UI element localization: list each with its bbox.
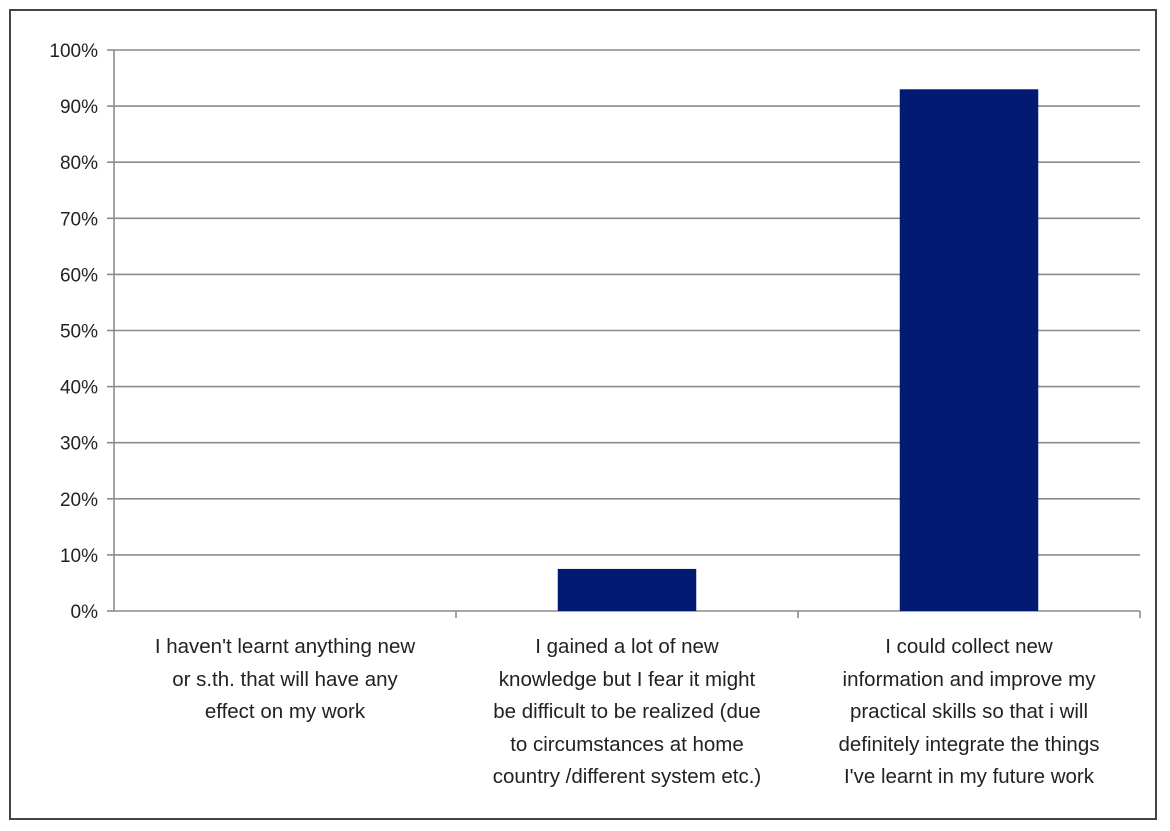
x-category-label-line: effect on my work	[204, 700, 366, 723]
x-category-label-line: I could collect new	[885, 635, 1053, 658]
y-tick-label: 80%	[60, 153, 98, 174]
x-category-label-line: knowledge but I fear it might	[498, 667, 756, 691]
x-category-label-line: information and improve my	[842, 667, 1096, 691]
y-tick-label: 0%	[71, 602, 99, 623]
x-category-label: I haven't learnt anything new or s.th. th…	[114, 631, 456, 729]
x-category-label-line: country /different system etc.)	[492, 765, 762, 788]
y-tick-label: 70%	[60, 209, 98, 230]
x-category-label-line: or s.th. that will have any	[172, 667, 398, 691]
bar	[899, 89, 1039, 611]
y-tick-label: 100%	[49, 41, 98, 62]
y-tick-label: 50%	[60, 322, 98, 343]
x-category-label-line: I gained a lot of new	[535, 635, 719, 658]
y-tick-label: 30%	[60, 434, 98, 455]
y-tick-label: 90%	[60, 97, 98, 118]
x-category-label: I gained a lot of new knowledge but I fea…	[456, 631, 798, 794]
x-category-label: I could collect new information and impro…	[798, 631, 1140, 794]
y-tick-label: 60%	[60, 265, 98, 286]
x-category-label-line: I've learnt in my future work	[843, 765, 1094, 788]
y-tick-label: 40%	[60, 378, 98, 399]
y-tick-label: 20%	[60, 490, 98, 511]
x-category-label-line: be difficult to be realized (due	[493, 700, 761, 723]
x-category-label-line: practical skills so that i will	[849, 700, 1089, 723]
x-category-label-line: to circumstances at home	[510, 732, 744, 756]
x-category-label-line: I haven't learnt anything new	[154, 635, 416, 658]
bar	[557, 568, 697, 611]
y-tick-label: 10%	[60, 546, 98, 567]
x-category-label-line: definitely integrate the things	[838, 732, 1100, 756]
